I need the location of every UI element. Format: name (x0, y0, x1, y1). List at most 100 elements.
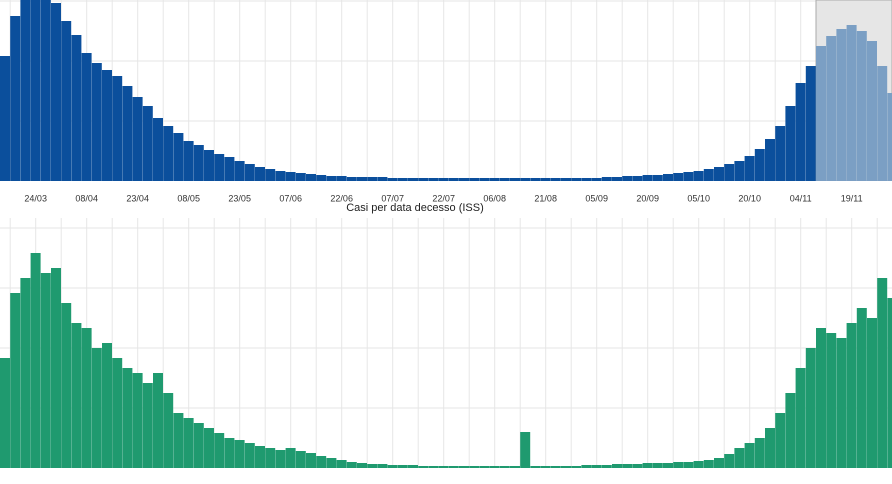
bar (887, 298, 892, 468)
bar (193, 145, 204, 181)
bar (601, 177, 612, 181)
bar (316, 175, 327, 181)
x-tick-label: 22/06 (330, 193, 353, 203)
bar (265, 448, 276, 468)
bar (285, 172, 296, 181)
bar (61, 303, 72, 468)
bar (663, 463, 673, 468)
bar (561, 178, 571, 181)
bar (193, 423, 204, 468)
x-tick-label: 05/10 (687, 193, 710, 203)
bar (877, 278, 888, 468)
bar (867, 318, 877, 468)
bar (61, 21, 72, 181)
bar (612, 464, 622, 468)
bar (387, 465, 398, 468)
bar (142, 383, 153, 468)
bar (336, 460, 347, 468)
bar (683, 172, 694, 181)
bar (479, 178, 490, 181)
bar (244, 443, 255, 468)
bar (0, 56, 10, 181)
bar (612, 177, 622, 181)
bar (510, 466, 520, 468)
bar (703, 169, 714, 181)
bar (734, 161, 745, 181)
bar (71, 35, 82, 181)
bar (805, 348, 816, 468)
bar (581, 178, 592, 181)
bar (367, 464, 378, 468)
bar (856, 31, 867, 181)
bar (642, 175, 653, 181)
bar (102, 343, 112, 468)
bar (387, 178, 398, 181)
bar (887, 93, 892, 181)
bar (142, 106, 153, 181)
x-tick-label: 21/08 (534, 193, 557, 203)
bar (428, 466, 439, 468)
bar (805, 66, 816, 181)
bar (81, 53, 92, 181)
bar (183, 141, 194, 181)
bar (418, 466, 429, 468)
bar (836, 29, 847, 181)
bar (81, 328, 92, 468)
bar (765, 428, 775, 468)
bar (112, 358, 123, 468)
x-tick-label: 20/09 (636, 193, 659, 203)
bar (663, 174, 673, 181)
x-tick-label: 04/11 (790, 193, 812, 203)
bar (163, 393, 174, 468)
bar (550, 466, 561, 468)
bar (153, 373, 163, 468)
bar (397, 465, 408, 468)
bar (673, 173, 684, 181)
bar (265, 169, 276, 181)
bar (754, 149, 765, 181)
bar (571, 466, 582, 468)
bar (173, 133, 184, 181)
bar (244, 164, 255, 181)
bar (30, 0, 41, 181)
bar (357, 177, 367, 181)
bar (877, 66, 888, 181)
bar (816, 328, 826, 468)
bar (601, 465, 612, 468)
bar (214, 154, 225, 181)
bar (856, 308, 867, 468)
bar (520, 178, 531, 181)
bar (724, 454, 735, 468)
bar (346, 177, 357, 181)
bar (336, 176, 347, 181)
bar (112, 76, 123, 181)
bar (122, 86, 133, 181)
bar (795, 83, 806, 181)
bar (183, 418, 194, 468)
bar (826, 333, 837, 468)
bar (846, 25, 857, 181)
bar (275, 171, 286, 181)
bar (867, 41, 877, 181)
x-tick-label: 24/03 (24, 193, 47, 203)
bar (285, 448, 296, 468)
bar (357, 463, 367, 468)
x-tick-label: 05/09 (585, 193, 608, 203)
bar (163, 126, 174, 181)
bar (836, 338, 847, 468)
bar (622, 464, 633, 468)
bar (397, 178, 408, 181)
x-tick-label: 06/08 (483, 193, 506, 203)
x-tick-label: 07/06 (279, 193, 302, 203)
bar (540, 466, 551, 468)
bar (499, 466, 510, 468)
bar (530, 466, 541, 468)
bar (632, 464, 643, 468)
bar (20, 0, 31, 181)
bar (255, 167, 265, 181)
bar (816, 46, 826, 181)
bar (561, 466, 571, 468)
bar (581, 465, 592, 468)
bar (693, 171, 704, 181)
